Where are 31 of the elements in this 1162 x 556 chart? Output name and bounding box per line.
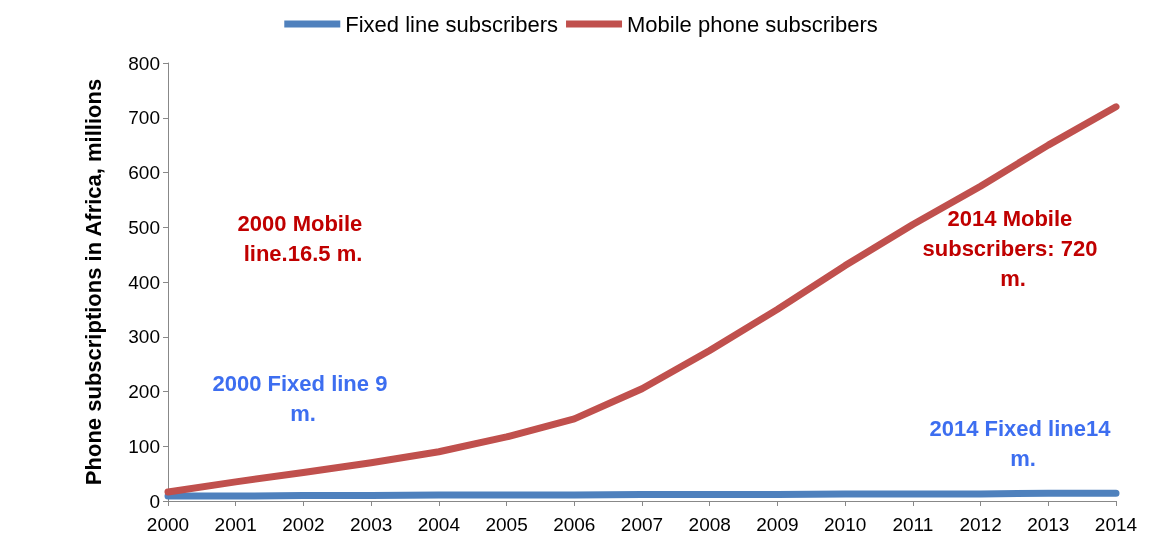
x-tick-label: 2000 [146, 514, 190, 535]
x-tick-label: 2010 [824, 514, 867, 535]
annotation: 2014 Fixed line14 m. [929, 415, 1117, 471]
x-tick-label: 2002 [282, 514, 325, 535]
annotation: 2000 Fixed line 9 m. [212, 370, 394, 426]
x-tick-label: 2007 [620, 514, 664, 535]
y-tick-label: 200 [128, 381, 160, 402]
x-tick-label: 2005 [485, 514, 528, 535]
y-axis-title: Phone subscriptions in Africa, millions [80, 78, 106, 486]
y-tick-label: 800 [128, 52, 160, 74]
y-tick-label: 600 [128, 162, 160, 183]
x-tick-label: 2004 [417, 514, 461, 535]
x-tick-label: 2006 [553, 514, 596, 535]
x-tick-label: 2013 [1027, 514, 1070, 535]
y-tick-label: 500 [128, 216, 160, 238]
legend-label: Mobile phone subscribers [627, 11, 878, 37]
y-tick-label: 100 [128, 435, 160, 457]
x-tick-label: 2003 [350, 514, 393, 535]
x-tick-label: 2008 [688, 514, 731, 535]
x-tick-label: 2012 [959, 514, 1002, 535]
y-tick-label: 300 [128, 326, 160, 348]
legend-label: Fixed line subscribers [345, 11, 559, 37]
y-tick-label: 700 [128, 107, 160, 129]
x-tick-label: 2011 [892, 514, 934, 535]
x-tick-label: 2014 [1094, 514, 1138, 535]
x-tick-label: 2001 [214, 514, 257, 535]
y-tick-label: 400 [128, 271, 160, 293]
annotation: 2014 Mobile subscribers: 720 m. [922, 205, 1104, 291]
y-tick-label: 0 [149, 490, 160, 512]
annotation: 2000 Mobile line.16.5 m. [237, 210, 369, 266]
x-tick-label: 2009 [756, 514, 799, 535]
